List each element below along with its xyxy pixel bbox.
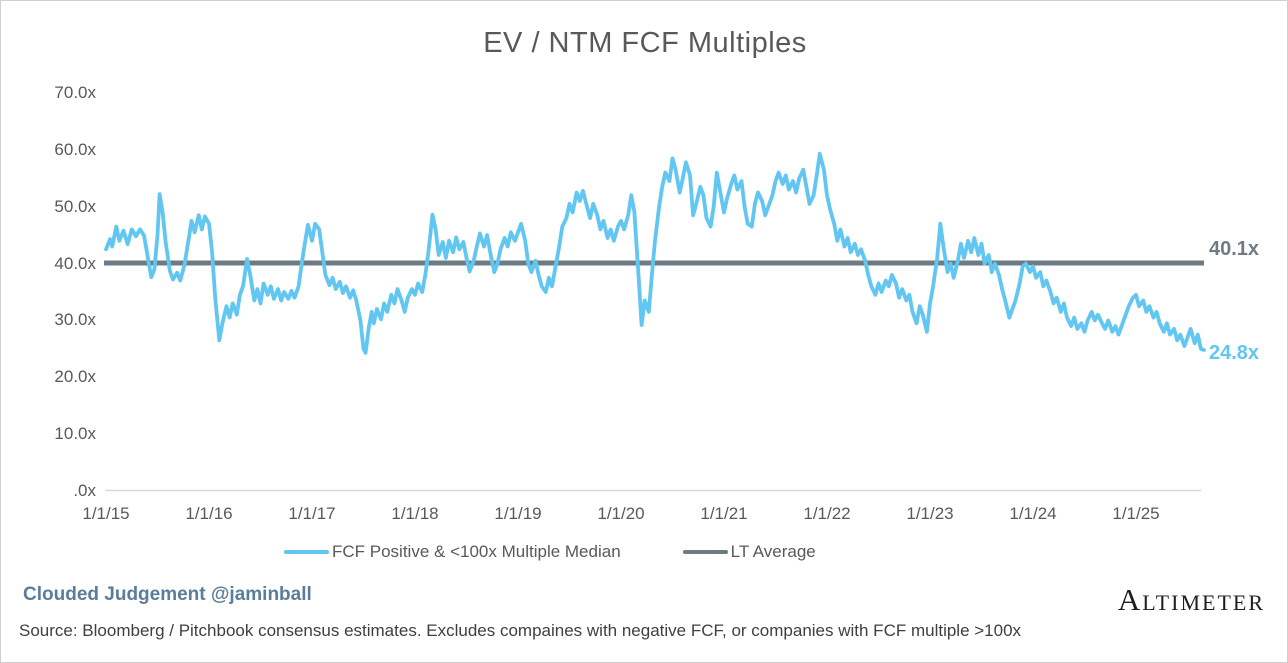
y-axis-label: 30.0x (54, 310, 96, 330)
x-axis-label: 1/1/25 (1112, 504, 1160, 523)
x-axis-label: 1/1/22 (803, 504, 851, 523)
page-title: EV / NTM FCF Multiples (483, 27, 807, 59)
x-axis-label: 1/1/17 (288, 504, 336, 523)
x-axis-label: 1/1/24 (1009, 504, 1057, 523)
y-axis-label: 50.0x (54, 196, 96, 216)
lt-average-value-label: 40.1x (1209, 237, 1260, 260)
lt-average-swatch-icon (682, 550, 728, 554)
y-axis-label: 70.0x (54, 82, 96, 102)
legend: FCF Positive & <100x Multiple Median LT … (284, 542, 816, 562)
legend-label-lt-average: LT Average (730, 542, 816, 561)
y-axis-label: 20.0x (54, 367, 96, 387)
current-value-label: 24.8x (1209, 341, 1260, 364)
y-axis-label: .0x (73, 481, 96, 500)
legend-item-fcf-median: FCF Positive & <100x Multiple Median (284, 542, 621, 562)
byline: Clouded Judgement @jaminball (23, 584, 312, 605)
y-axis-label: 40.0x (54, 253, 96, 273)
x-axis-label: 1/1/18 (391, 504, 439, 523)
x-axis-label: 1/1/15 (82, 504, 130, 523)
fcf-median-line (104, 151, 1206, 355)
x-axis-label: 1/1/21 (700, 504, 748, 523)
y-axis-label: 60.0x (54, 139, 96, 159)
x-axis-label: 1/1/20 (597, 504, 645, 523)
x-axis-label: 1/1/16 (185, 504, 233, 523)
x-axis-label: 1/1/19 (494, 504, 542, 523)
legend-label-fcf-median: FCF Positive & <100x Multiple Median (332, 542, 621, 561)
fcf-line-swatch-icon (284, 550, 329, 554)
altimeter-logo: Altimeter (1117, 582, 1265, 617)
x-axis-label: 1/1/23 (906, 504, 954, 523)
legend-item-lt-average: LT Average (682, 542, 816, 562)
source-note: Source: Bloomberg / Pitchbook consensus … (19, 621, 1022, 640)
y-axis-label: 10.0x (54, 424, 96, 444)
